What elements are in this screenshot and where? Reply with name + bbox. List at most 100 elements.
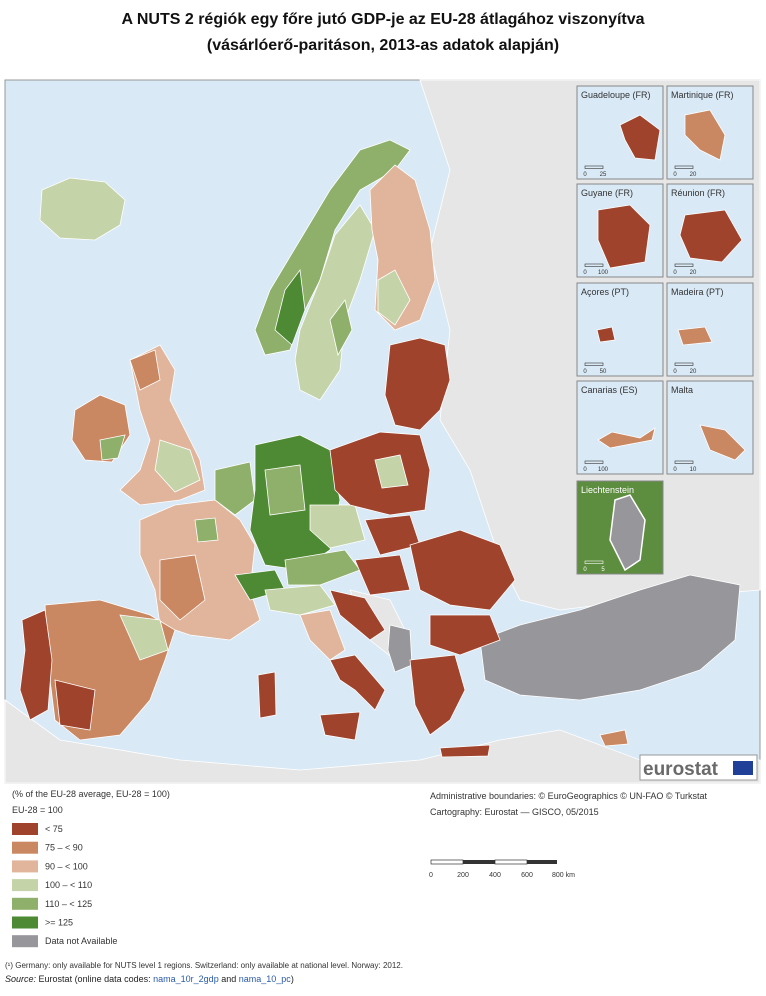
region bbox=[479, 574, 741, 701]
source-end: ) bbox=[291, 974, 294, 984]
legend-label: Data not Available bbox=[45, 936, 117, 946]
scale-label: 200 bbox=[457, 872, 469, 879]
region bbox=[99, 434, 126, 461]
inset-region bbox=[597, 427, 656, 449]
inset-scale-label: 10 bbox=[690, 467, 697, 473]
inset-scale-label: 20 bbox=[690, 270, 697, 276]
inset-scale-label: 0 bbox=[583, 467, 587, 473]
region bbox=[329, 654, 386, 711]
region bbox=[429, 614, 501, 656]
source-link[interactable]: nama_10r_2gdp bbox=[153, 974, 219, 984]
inset-region bbox=[596, 326, 616, 343]
region bbox=[294, 204, 376, 401]
region bbox=[329, 589, 386, 641]
legend-label: 110 – < 125 bbox=[45, 899, 92, 909]
region bbox=[377, 269, 411, 326]
region bbox=[409, 529, 516, 611]
region bbox=[354, 554, 411, 596]
region bbox=[299, 609, 346, 661]
source-label: Source: bbox=[5, 974, 37, 984]
inset-label: Martinique (FR) bbox=[671, 90, 734, 100]
inset-region bbox=[684, 109, 726, 161]
inset-region bbox=[619, 114, 661, 161]
source-link[interactable]: nama_10_pc bbox=[239, 974, 292, 984]
region bbox=[154, 439, 201, 493]
footnote: (¹) Germany: only available for NUTS lev… bbox=[5, 961, 403, 970]
region bbox=[329, 299, 353, 357]
legend-label: 100 – < 110 bbox=[45, 880, 92, 890]
inset-frame bbox=[576, 380, 664, 475]
scale-label: 600 bbox=[521, 872, 533, 879]
legend-swatch bbox=[12, 879, 38, 892]
region bbox=[374, 454, 409, 489]
scale-segment bbox=[527, 860, 557, 864]
legend-swatch bbox=[12, 841, 38, 854]
scale-segment bbox=[494, 859, 528, 865]
inset-scale-label: 0 bbox=[673, 369, 677, 375]
inset-scale-bar bbox=[584, 165, 604, 169]
title: A NUTS 2 régiók egy főre jutó GDP-je az … bbox=[121, 11, 644, 28]
inset-region bbox=[699, 424, 746, 461]
credit: Administrative boundaries: © EuroGeograp… bbox=[430, 791, 708, 801]
inset-scale-label: 0 bbox=[583, 270, 587, 276]
inset-label: Guadeloupe (FR) bbox=[581, 90, 651, 100]
legend-subtitle: EU-28 = 100 bbox=[12, 805, 63, 815]
legend-label: < 75 bbox=[45, 824, 63, 834]
source: Source: Eurostat (online data codes: nam… bbox=[5, 974, 294, 984]
inset-region bbox=[609, 494, 646, 572]
region bbox=[264, 464, 306, 516]
subtitle: (vásárlóerő-paritáson, 2013-as adatok al… bbox=[207, 37, 559, 54]
region bbox=[119, 614, 169, 661]
inset-scale-label: 0 bbox=[583, 172, 587, 178]
legend-label: 90 – < 100 bbox=[45, 861, 88, 871]
region bbox=[54, 679, 96, 731]
logo: eurostat bbox=[643, 759, 719, 780]
inset-scale-bar bbox=[584, 362, 604, 366]
scale-segment bbox=[463, 860, 495, 864]
inset-scale-bar bbox=[674, 362, 694, 366]
inset-scale-label: 100 bbox=[598, 467, 609, 473]
region bbox=[39, 177, 126, 241]
inset-label: Guyane (FR) bbox=[581, 188, 633, 198]
region bbox=[159, 554, 206, 621]
inset-scale-label: 0 bbox=[583, 567, 587, 573]
legend: (% of the EU-28 average, EU-28 = 100) EU… bbox=[12, 789, 170, 948]
region bbox=[599, 729, 629, 747]
legend-swatch bbox=[12, 897, 38, 910]
inset-frame bbox=[576, 282, 664, 377]
inset-scale-label: 100 bbox=[598, 270, 609, 276]
region bbox=[257, 671, 277, 719]
insets bbox=[576, 85, 754, 575]
credit: Cartography: Eurostat — GISCO, 05/2015 bbox=[430, 807, 599, 817]
legend-label: 75 – < 90 bbox=[45, 843, 83, 853]
region bbox=[19, 609, 53, 721]
inset-scale-bar bbox=[674, 263, 694, 267]
region bbox=[309, 504, 366, 549]
inset-scale-label: 0 bbox=[673, 172, 677, 178]
legend-title: (% of the EU-28 average, EU-28 = 100) bbox=[12, 789, 170, 799]
scale-segment bbox=[430, 859, 464, 865]
legend-label: >= 125 bbox=[45, 918, 73, 928]
inset-scale-label: 5 bbox=[601, 567, 605, 573]
inset-scale-bar bbox=[584, 460, 604, 464]
region bbox=[284, 549, 361, 586]
inset-label: Malta bbox=[671, 385, 693, 395]
inset-label: Liechtenstein bbox=[581, 485, 634, 495]
inset-scale-bar bbox=[674, 460, 694, 464]
region bbox=[274, 268, 306, 346]
inset-scale-bar bbox=[584, 560, 604, 564]
legend-swatch bbox=[12, 860, 38, 873]
region bbox=[214, 461, 256, 516]
inset-label: Réunion (FR) bbox=[671, 188, 725, 198]
region bbox=[384, 337, 451, 431]
inset-scale-label: 0 bbox=[583, 369, 587, 375]
inset-region bbox=[679, 209, 743, 263]
scale-label: 0 bbox=[429, 872, 433, 879]
land bbox=[4, 699, 761, 784]
inset-region bbox=[597, 204, 651, 269]
inset-label: Açores (PT) bbox=[581, 287, 629, 297]
inset-region bbox=[677, 326, 713, 346]
inset-label: Canarias (ES) bbox=[581, 385, 638, 395]
inset-frame bbox=[576, 85, 664, 180]
